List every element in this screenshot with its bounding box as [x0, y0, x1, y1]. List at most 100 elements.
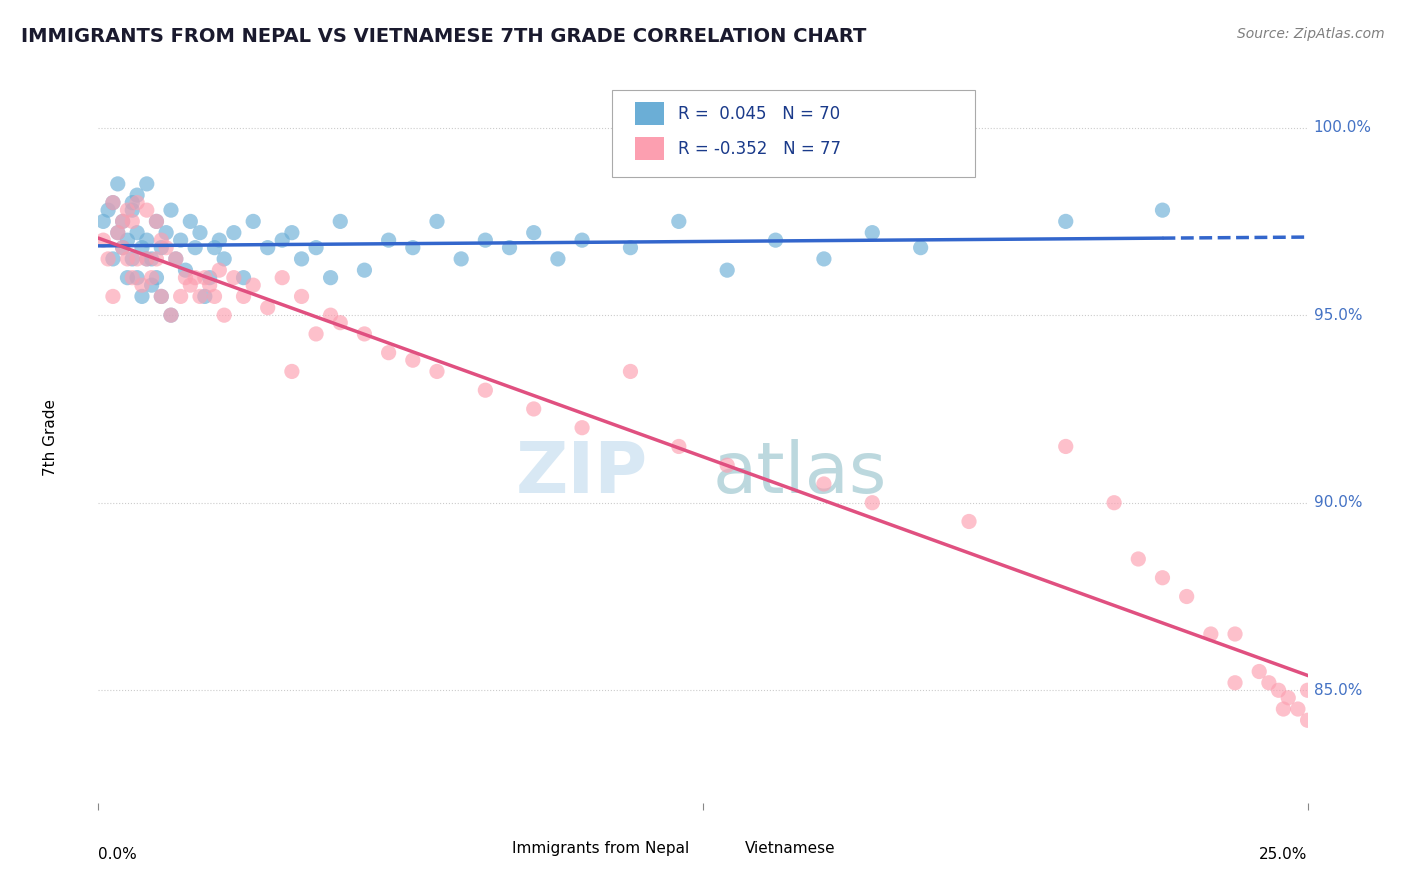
- Point: [353, 263, 375, 277]
- Point: [619, 241, 641, 255]
- Point: [169, 233, 191, 247]
- Point: [402, 241, 425, 255]
- Point: [121, 270, 143, 285]
- Point: [281, 226, 304, 240]
- FancyBboxPatch shape: [636, 137, 664, 160]
- Point: [1286, 702, 1309, 716]
- Point: [131, 241, 153, 255]
- Point: [127, 270, 149, 285]
- Point: [97, 203, 120, 218]
- Text: Immigrants from Nepal: Immigrants from Nepal: [512, 841, 689, 856]
- Point: [135, 252, 157, 266]
- Point: [242, 278, 264, 293]
- Point: [353, 326, 375, 341]
- Point: [204, 289, 226, 303]
- Text: 100.0%: 100.0%: [1313, 120, 1372, 135]
- Text: 0.0%: 0.0%: [98, 847, 138, 862]
- Point: [319, 270, 342, 285]
- Point: [716, 263, 738, 277]
- Point: [160, 203, 183, 218]
- Point: [402, 353, 425, 368]
- Point: [121, 195, 143, 210]
- Point: [1175, 590, 1198, 604]
- Point: [377, 345, 399, 359]
- Point: [111, 241, 134, 255]
- Point: [111, 214, 134, 228]
- Point: [188, 226, 211, 240]
- Point: [271, 270, 294, 285]
- Point: [1277, 690, 1299, 705]
- Point: [107, 226, 129, 240]
- Text: Source: ZipAtlas.com: Source: ZipAtlas.com: [1237, 27, 1385, 41]
- Point: [1336, 690, 1358, 705]
- Text: R =  0.045   N = 70: R = 0.045 N = 70: [678, 104, 839, 122]
- Point: [198, 270, 221, 285]
- Point: [1199, 627, 1222, 641]
- Point: [271, 233, 294, 247]
- Point: [222, 226, 245, 240]
- Point: [160, 308, 183, 322]
- Point: [121, 214, 143, 228]
- Text: IMMIGRANTS FROM NEPAL VS VIETNAMESE 7TH GRADE CORRELATION CHART: IMMIGRANTS FROM NEPAL VS VIETNAMESE 7TH …: [21, 27, 866, 45]
- Point: [194, 289, 217, 303]
- Point: [155, 226, 177, 240]
- Point: [127, 252, 149, 266]
- Point: [204, 241, 226, 255]
- Point: [179, 278, 201, 293]
- Point: [121, 203, 143, 218]
- Point: [111, 214, 134, 228]
- Text: 95.0%: 95.0%: [1313, 308, 1362, 323]
- Point: [145, 214, 167, 228]
- FancyBboxPatch shape: [613, 90, 976, 178]
- Point: [860, 496, 883, 510]
- Text: 85.0%: 85.0%: [1313, 682, 1362, 698]
- Point: [141, 252, 163, 266]
- Point: [523, 401, 546, 416]
- Point: [184, 270, 207, 285]
- Text: 90.0%: 90.0%: [1313, 495, 1362, 510]
- Point: [1257, 675, 1279, 690]
- Point: [212, 308, 235, 322]
- Point: [1128, 552, 1150, 566]
- Point: [135, 177, 157, 191]
- Point: [1054, 440, 1077, 454]
- Point: [571, 420, 593, 434]
- Point: [91, 214, 114, 228]
- Point: [329, 316, 352, 330]
- Point: [619, 364, 641, 378]
- Point: [155, 241, 177, 255]
- Point: [474, 383, 496, 397]
- Point: [450, 252, 472, 266]
- Point: [668, 440, 690, 454]
- Point: [1306, 728, 1329, 742]
- Point: [1152, 203, 1174, 218]
- Point: [208, 263, 231, 277]
- Point: [198, 278, 221, 293]
- Text: ZIP: ZIP: [516, 439, 648, 508]
- Point: [329, 214, 352, 228]
- Point: [131, 289, 153, 303]
- Point: [426, 214, 449, 228]
- Point: [242, 214, 264, 228]
- Point: [910, 241, 932, 255]
- Point: [305, 326, 328, 341]
- Point: [179, 214, 201, 228]
- Point: [141, 278, 163, 293]
- Point: [1272, 702, 1295, 716]
- Point: [305, 241, 328, 255]
- Point: [174, 263, 197, 277]
- Point: [957, 515, 980, 529]
- Point: [91, 233, 114, 247]
- Point: [498, 241, 520, 255]
- Point: [107, 177, 129, 191]
- Point: [101, 195, 124, 210]
- Point: [1054, 214, 1077, 228]
- Point: [377, 233, 399, 247]
- Point: [169, 289, 191, 303]
- Point: [150, 241, 173, 255]
- Point: [232, 270, 254, 285]
- Point: [208, 233, 231, 247]
- Point: [188, 289, 211, 303]
- Point: [232, 289, 254, 303]
- Point: [1326, 665, 1348, 679]
